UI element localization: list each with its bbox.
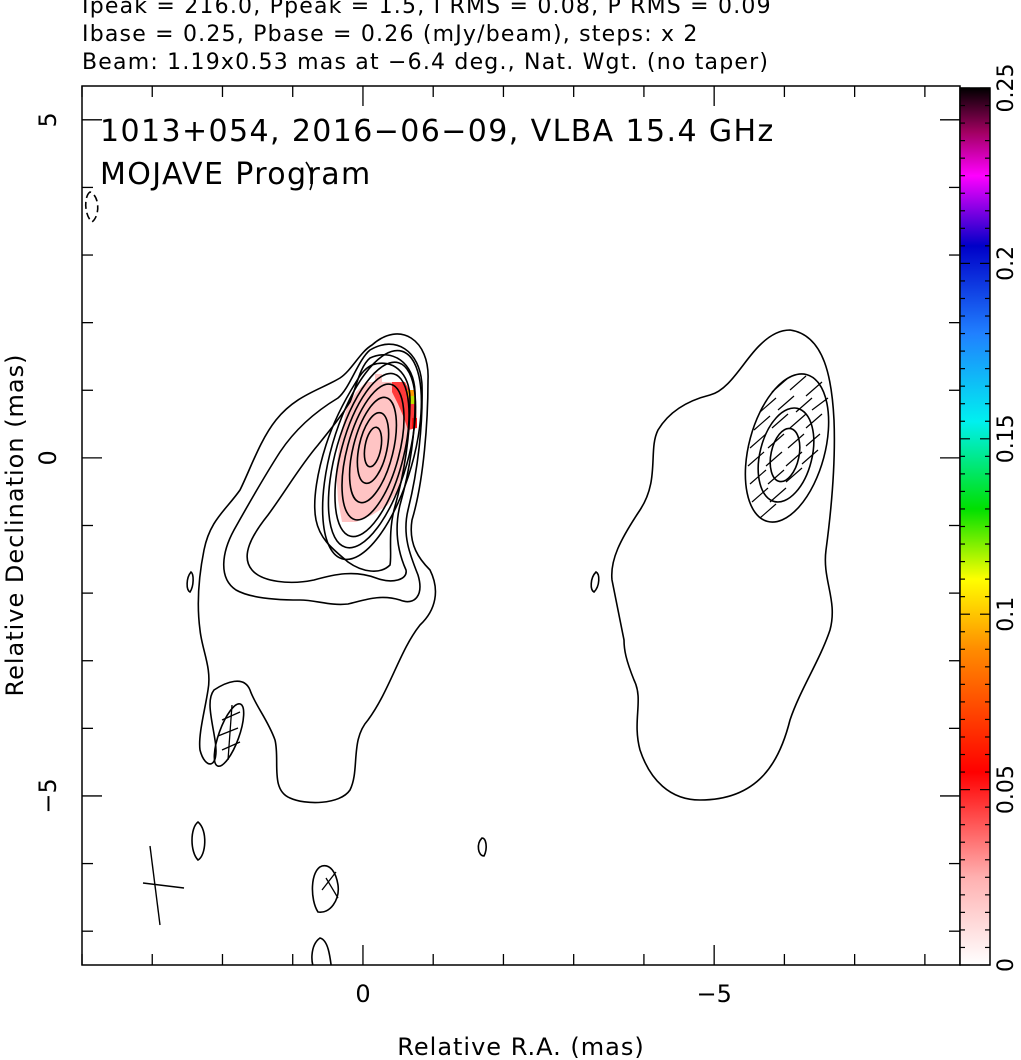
- polarization-vectors-right: [747, 375, 829, 519]
- y-axis-label: Relative Declination (mas): [1, 353, 29, 696]
- contour-island-6: [84, 191, 99, 224]
- offset-contour-4: [769, 427, 801, 483]
- colorbar-ticks: [960, 87, 990, 966]
- offset-contour-2: [744, 373, 830, 523]
- y-tick-label: −5: [34, 778, 62, 813]
- contour-7: [334, 372, 410, 538]
- colorbar-tick-label: 0.05: [994, 765, 1019, 814]
- colorbar-tick-labels: 0 0.05 0.1 0.15 0.2 0.25: [994, 64, 1019, 972]
- contour-island-1: [186, 570, 194, 594]
- y-axis-ticks: [82, 119, 960, 932]
- contour-island-4: [311, 864, 340, 913]
- x-axis-label: Relative R.A. (mas): [397, 1033, 644, 1060]
- contour-core: [363, 426, 383, 468]
- contour-5: [321, 349, 423, 561]
- beam-marker: [142, 845, 185, 926]
- x-axis-tick-labels: 0 −5: [355, 980, 732, 1008]
- contour-island-2: [213, 703, 245, 767]
- contour-3: [246, 354, 416, 584]
- colorbar-tick-label: 0.15: [994, 414, 1019, 463]
- y-axis-tick-labels: 5 0 −5: [34, 112, 62, 813]
- pol-pixel-yellow: [410, 396, 416, 404]
- plot-subtitle: MOJAVE Program: [100, 157, 372, 192]
- contour-2: [223, 343, 423, 606]
- contour-island-7: [305, 161, 313, 191]
- offset-contour-island-2: [477, 837, 487, 857]
- colorbar-tick-label: 0: [994, 958, 1019, 972]
- contour-outer: [197, 333, 437, 804]
- header-line-3: Beam: 1.19x0.53 mas at −6.4 deg., Nat. W…: [82, 50, 770, 75]
- offset-contour-3: [757, 407, 815, 503]
- colorbar-tick-label: 0.1: [994, 597, 1019, 632]
- x-tick-label: 0: [355, 980, 370, 1008]
- offset-contour-island: [590, 571, 600, 593]
- contour-8: [341, 383, 405, 521]
- contour-9: [348, 396, 398, 504]
- y-tick-label: 5: [34, 112, 62, 127]
- polarization-vectors-left: [217, 704, 339, 899]
- header-line-1: Ipeak = 216.0, Ppeak = 1.5, I RMS = 0.08…: [82, 0, 772, 19]
- contour-island-3: [191, 820, 206, 861]
- x-tick-label: −5: [696, 980, 731, 1008]
- contour-6: [327, 361, 417, 549]
- contour-10: [356, 411, 390, 485]
- offset-contour-outer: [610, 329, 836, 801]
- contour-island-5: [311, 937, 332, 965]
- intensity-contours: [84, 161, 437, 965]
- header-line-2: Ibase = 0.25, Pbase = 0.26 (mJy/beam), s…: [82, 22, 699, 47]
- colorbar-tick-label: 0.25: [994, 64, 1019, 113]
- plot-title: 1013+054, 2016−06−09, VLBA 15.4 GHz: [100, 114, 775, 149]
- y-tick-label: 0: [34, 450, 62, 465]
- offset-panel-contours: [477, 329, 836, 857]
- colorbar-tick-label: 0.2: [994, 246, 1019, 281]
- x-axis-ticks: [81, 86, 926, 965]
